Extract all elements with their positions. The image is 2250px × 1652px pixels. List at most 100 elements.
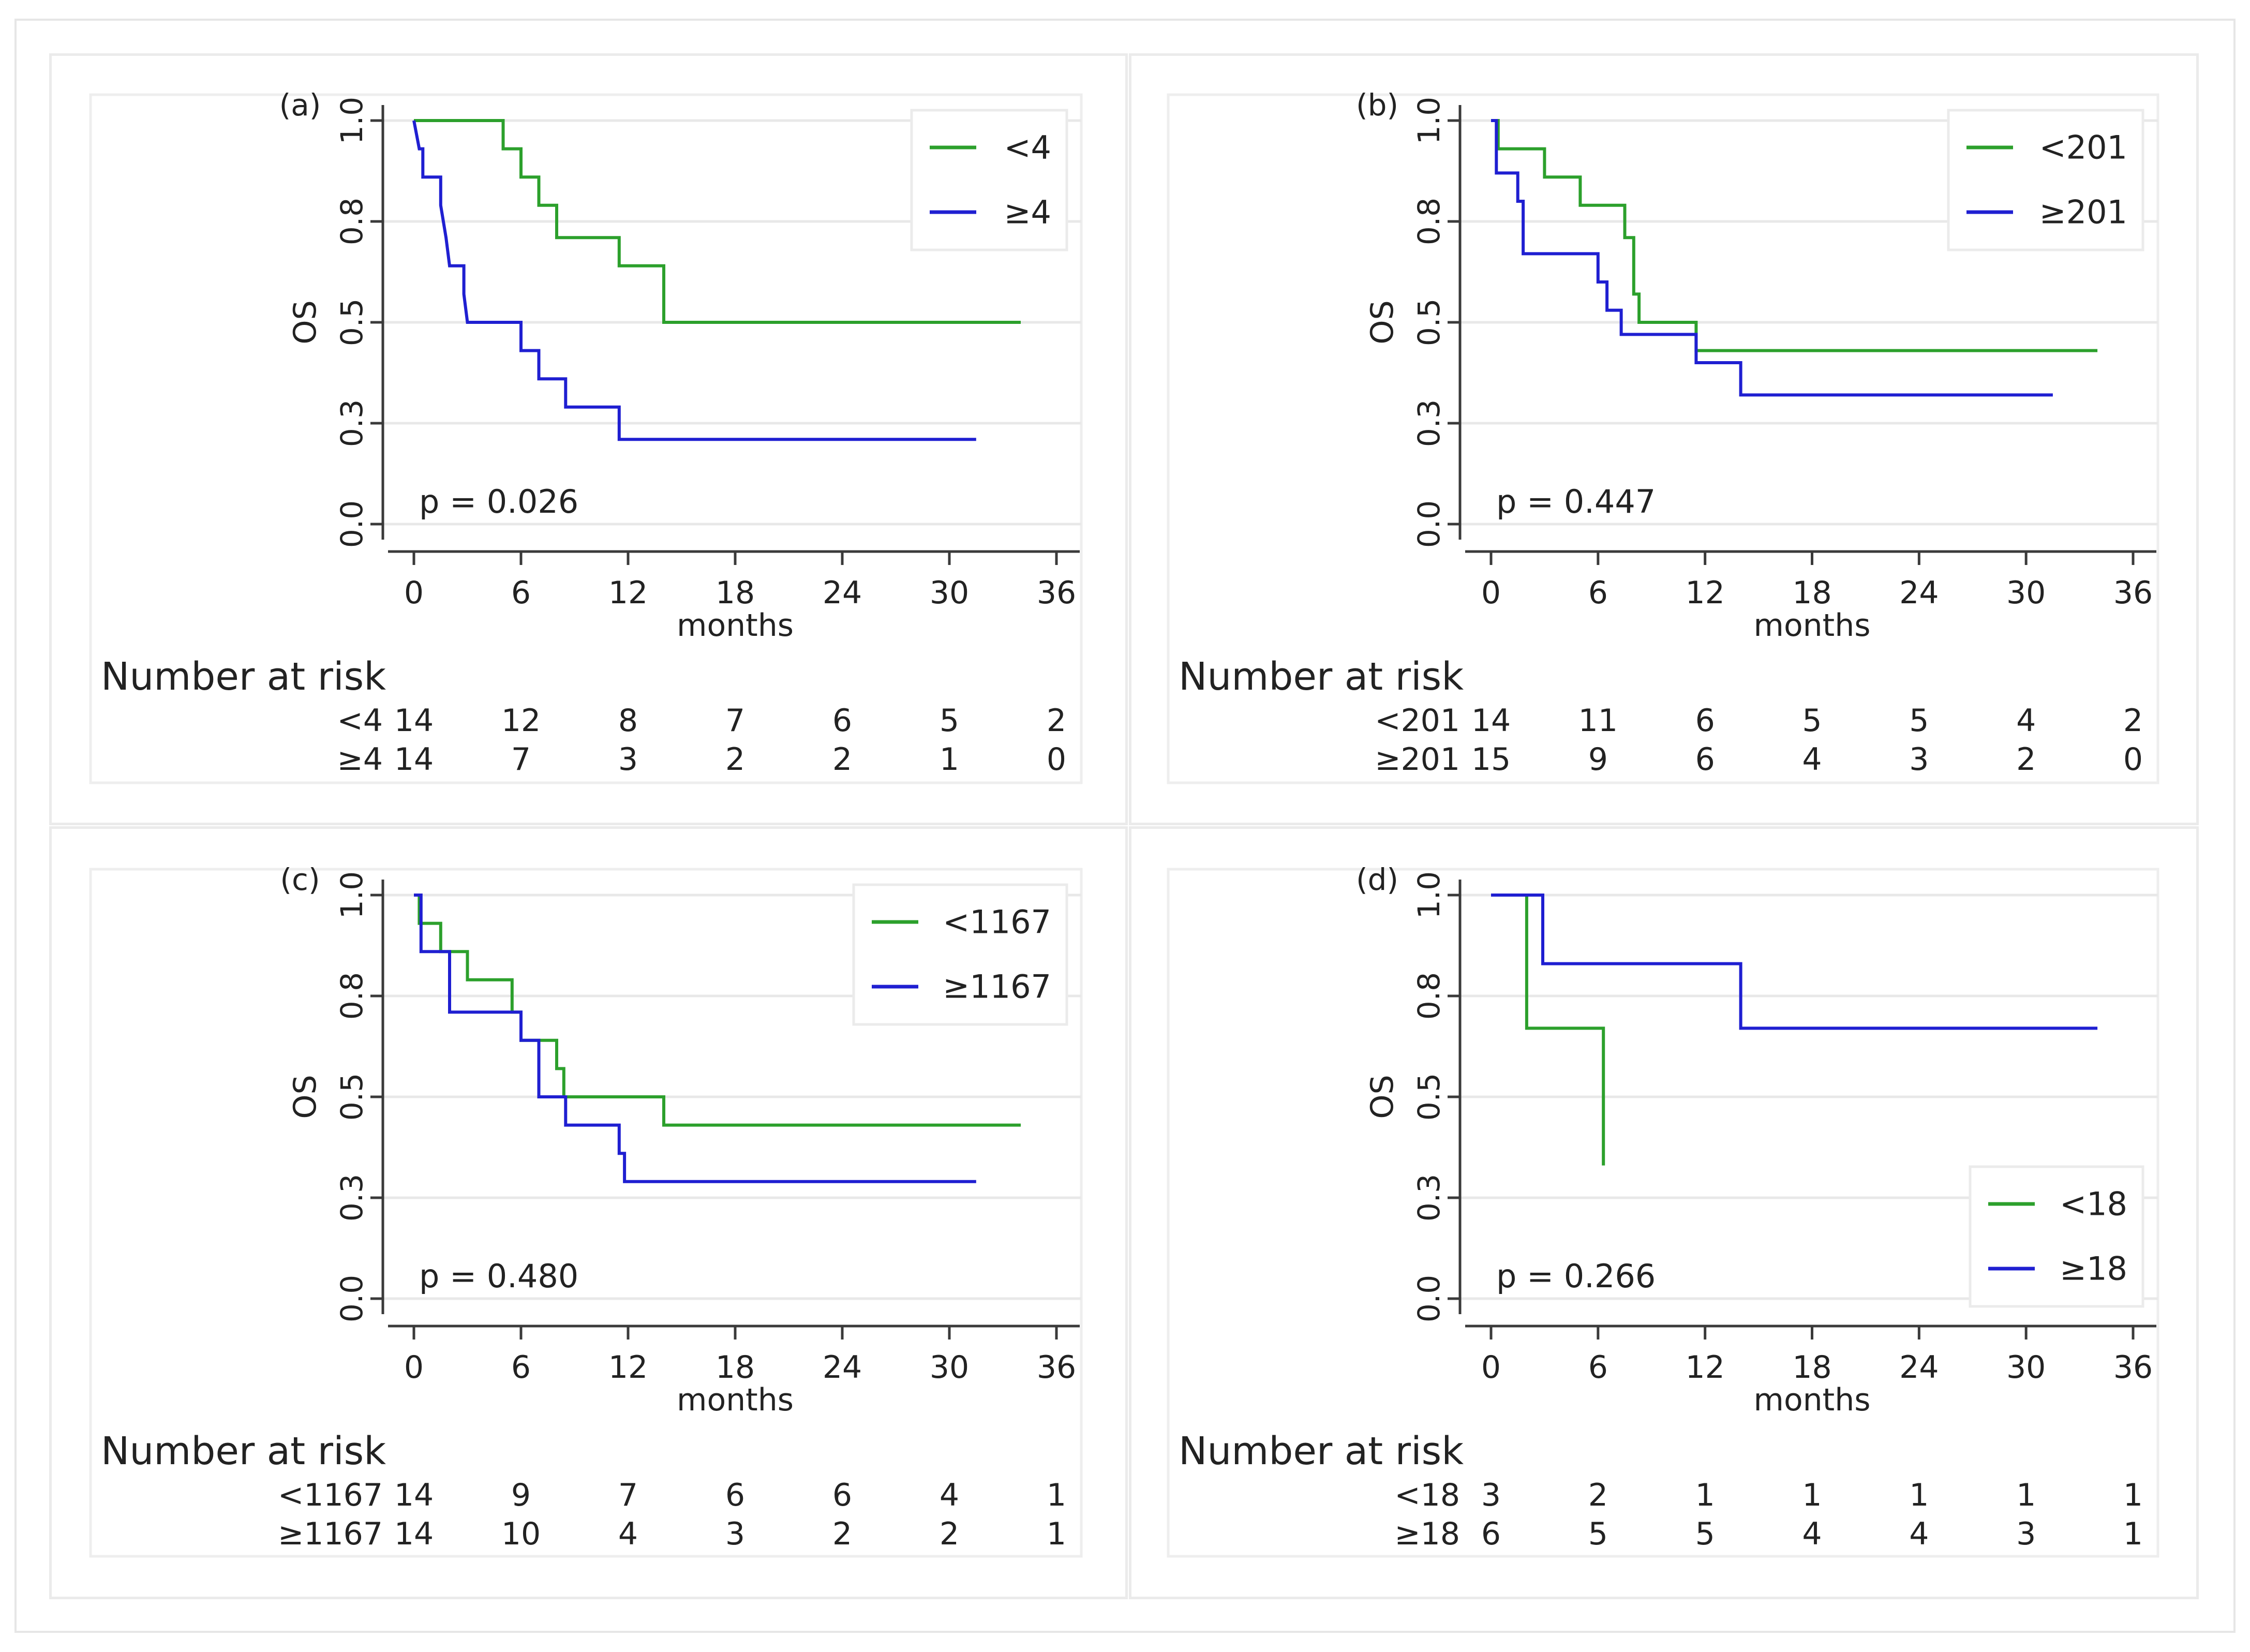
y-tick-label: 1.0 bbox=[1411, 871, 1447, 919]
legend-box bbox=[852, 883, 1068, 1026]
risk-value: 14 bbox=[394, 1516, 434, 1552]
y-tick-label: 0.5 bbox=[1411, 1073, 1447, 1121]
y-tick-label: 0.3 bbox=[1411, 399, 1447, 447]
risk-value: 4 bbox=[618, 1516, 638, 1552]
risk-value: 6 bbox=[832, 703, 852, 739]
x-tick-label: 18 bbox=[1792, 575, 1831, 611]
legend-label: <4 bbox=[1004, 129, 1051, 167]
risk-value: 14 bbox=[394, 703, 434, 739]
risk-value: 11 bbox=[1578, 703, 1618, 739]
risk-value: 5 bbox=[1909, 703, 1929, 739]
risk-value: 4 bbox=[1802, 1516, 1822, 1552]
y-tick-label: 0.0 bbox=[334, 500, 369, 548]
risk-value: 7 bbox=[618, 1477, 638, 1513]
y-tick-label: 0.0 bbox=[1411, 1275, 1447, 1322]
y-tick-label: 0.3 bbox=[334, 1174, 369, 1222]
risk-value: 1 bbox=[1802, 1477, 1822, 1513]
plot-frame bbox=[1167, 93, 2159, 784]
x-tick-label: 0 bbox=[1481, 575, 1501, 611]
p-value: p = 0.026 bbox=[419, 483, 578, 520]
x-tick-label: 0 bbox=[1481, 1349, 1501, 1386]
risk-value: 6 bbox=[1695, 741, 1715, 778]
risk-value: 8 bbox=[618, 703, 638, 739]
x-tick-label: 36 bbox=[1037, 575, 1076, 611]
risk-value: 0 bbox=[2123, 741, 2143, 778]
p-value: p = 0.447 bbox=[1496, 483, 1656, 520]
risk-row-label: <1167 bbox=[278, 1477, 383, 1513]
y-tick-label: 1.0 bbox=[1411, 97, 1447, 144]
panel-letter: (d) bbox=[1356, 862, 1398, 897]
risk-value: 3 bbox=[1909, 741, 1929, 778]
x-tick-label: 36 bbox=[2113, 575, 2153, 611]
y-tick-label: 0.0 bbox=[1411, 500, 1447, 548]
risk-value: 2 bbox=[940, 1516, 959, 1552]
risk-value: 9 bbox=[511, 1477, 531, 1513]
y-tick-label: 0.5 bbox=[334, 1073, 369, 1121]
x-tick-label: 6 bbox=[511, 1349, 531, 1386]
risk-value: 6 bbox=[725, 1477, 745, 1513]
risk-value: 6 bbox=[1481, 1516, 1501, 1552]
risk-value: 1 bbox=[1047, 1516, 1066, 1552]
risk-value: 1 bbox=[1909, 1477, 1929, 1513]
risk-value: 10 bbox=[501, 1516, 541, 1552]
x-axis-label: months bbox=[677, 1382, 794, 1418]
y-axis-label: OS bbox=[1364, 1075, 1400, 1119]
risk-value: 5 bbox=[940, 703, 959, 739]
y-axis-label: OS bbox=[1364, 300, 1400, 344]
risk-value: 3 bbox=[1481, 1477, 1501, 1513]
km-curve-green bbox=[1491, 119, 2098, 352]
y-tick-label: 0.8 bbox=[1411, 198, 1447, 245]
risk-value: 14 bbox=[394, 741, 434, 778]
risk-value: 14 bbox=[1471, 703, 1511, 739]
risk-value: 5 bbox=[1588, 1516, 1608, 1552]
risk-value: 4 bbox=[1802, 741, 1822, 778]
y-tick-label: 0.5 bbox=[1411, 299, 1447, 346]
risk-value: 1 bbox=[1695, 1477, 1715, 1513]
legend-label: <201 bbox=[2039, 129, 2127, 167]
risk-value: 4 bbox=[2016, 703, 2036, 739]
x-tick-label: 6 bbox=[1588, 1349, 1608, 1386]
risk-value: 2 bbox=[1047, 703, 1066, 739]
x-tick-label: 6 bbox=[1588, 575, 1608, 611]
legend-box bbox=[910, 109, 1068, 251]
risk-row-label: ≥4 bbox=[337, 741, 383, 778]
x-tick-label: 0 bbox=[404, 1349, 424, 1386]
y-tick-label: 0.8 bbox=[1411, 972, 1447, 1020]
x-tick-label: 36 bbox=[1037, 1349, 1076, 1386]
risk-value: 4 bbox=[940, 1477, 959, 1513]
risk-table-title: Number at risk bbox=[101, 654, 386, 699]
risk-value: 12 bbox=[501, 703, 541, 739]
x-tick-label: 36 bbox=[2113, 1349, 2153, 1386]
risk-row-label: ≥1167 bbox=[278, 1516, 383, 1552]
plot-frame bbox=[1167, 868, 2159, 1558]
p-value: p = 0.480 bbox=[419, 1257, 578, 1295]
x-tick-label: 30 bbox=[2006, 575, 2046, 611]
p-value: p = 0.266 bbox=[1496, 1257, 1656, 1295]
risk-value: 14 bbox=[394, 1477, 434, 1513]
x-tick-label: 24 bbox=[823, 1349, 862, 1386]
risk-table-title: Number at risk bbox=[1179, 1429, 1464, 1474]
x-tick-label: 12 bbox=[1685, 575, 1724, 611]
panel-letter: (b) bbox=[1356, 87, 1398, 123]
y-axis-label: OS bbox=[287, 300, 323, 344]
y-tick-label: 1.0 bbox=[334, 97, 369, 144]
risk-value: 1 bbox=[1047, 1477, 1066, 1513]
x-tick-label: 30 bbox=[2006, 1349, 2046, 1386]
y-tick-label: 1.0 bbox=[334, 871, 369, 919]
legend-label: ≥201 bbox=[2039, 194, 2127, 231]
km-curve-blue bbox=[1491, 119, 2053, 397]
x-tick-label: 18 bbox=[716, 1349, 755, 1386]
legend-box bbox=[1969, 1165, 2144, 1308]
x-tick-label: 24 bbox=[1899, 1349, 1939, 1386]
risk-value: 3 bbox=[2016, 1516, 2036, 1552]
risk-value: 0 bbox=[1047, 741, 1066, 778]
x-tick-label: 0 bbox=[404, 575, 424, 611]
panel-letter: (c) bbox=[280, 862, 320, 897]
y-tick-label: 0.3 bbox=[334, 399, 369, 447]
risk-row-label: ≥201 bbox=[1375, 741, 1460, 778]
risk-value: 7 bbox=[725, 703, 745, 739]
legend-label: ≥1167 bbox=[943, 968, 1051, 1006]
risk-value: 2 bbox=[2016, 741, 2036, 778]
